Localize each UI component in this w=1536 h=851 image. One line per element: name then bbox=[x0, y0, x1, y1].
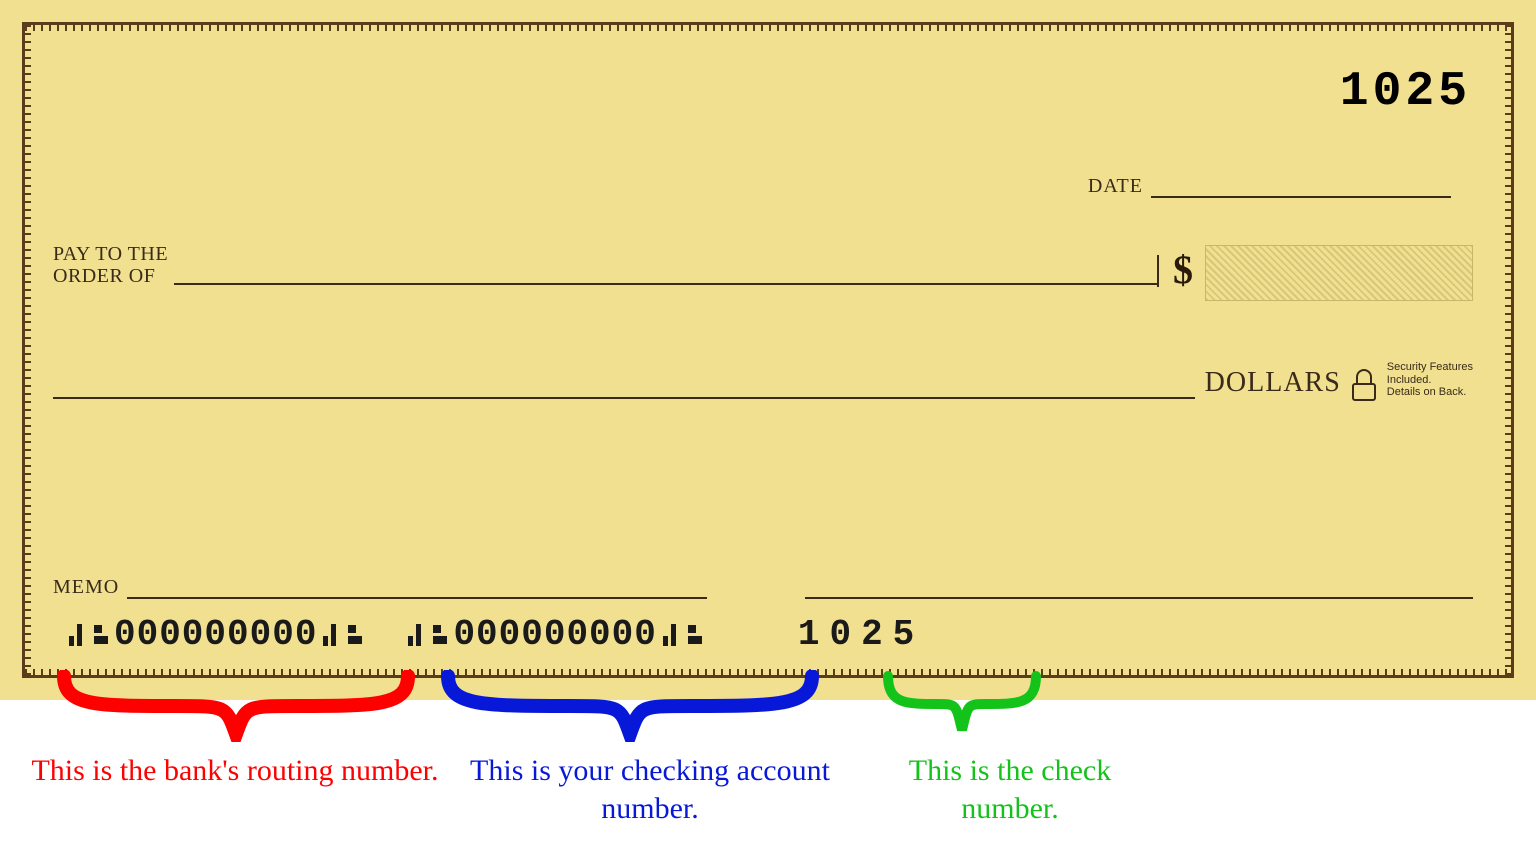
micr-account-digits: 000000000 bbox=[453, 614, 656, 655]
checknum-brace bbox=[882, 670, 1042, 742]
routing-caption: This is the bank's routing number. bbox=[30, 752, 440, 790]
micr-account: 000000000 bbox=[402, 614, 707, 655]
micr-routing-digits: 000000000 bbox=[114, 614, 317, 655]
payee-line bbox=[174, 283, 1157, 285]
account-caption: This is your checking account number. bbox=[450, 752, 850, 827]
checknum-caption: This is the check number. bbox=[870, 752, 1150, 827]
date-line bbox=[1151, 196, 1451, 198]
date-field: DATE bbox=[1088, 175, 1451, 198]
memo-row: MEMO bbox=[53, 576, 1473, 599]
payee-line-end bbox=[1157, 255, 1159, 287]
check-document: 1025 DATE PAY TO THE ORDER OF $ DOLLARS … bbox=[0, 0, 1536, 700]
account-brace bbox=[440, 670, 820, 742]
micr-routing: 000000000 bbox=[63, 614, 368, 655]
dollars-label: DOLLARS bbox=[1205, 367, 1341, 399]
lock-icon bbox=[1351, 369, 1377, 401]
micr-line: 000000000 000000000 1025 bbox=[63, 614, 924, 655]
security-features-text: Security Features Included. Details on B… bbox=[1387, 361, 1473, 399]
check-number-top: 1025 bbox=[1340, 65, 1471, 119]
pay-to-row: PAY TO THE ORDER OF $ bbox=[53, 243, 1473, 287]
micr-check-number: 1025 bbox=[798, 614, 924, 655]
date-label: DATE bbox=[1088, 175, 1143, 198]
dollar-sign: $ bbox=[1173, 246, 1193, 293]
routing-brace bbox=[56, 670, 416, 742]
memo-line bbox=[127, 597, 707, 599]
memo-label: MEMO bbox=[53, 576, 119, 599]
dollars-text-line bbox=[53, 397, 1195, 399]
amount-box bbox=[1205, 245, 1473, 301]
signature-line bbox=[805, 597, 1473, 599]
pay-to-label: PAY TO THE ORDER OF bbox=[53, 243, 168, 287]
check-border: 1025 DATE PAY TO THE ORDER OF $ DOLLARS … bbox=[22, 22, 1514, 678]
dollars-row: DOLLARS Security Features Included. Deta… bbox=[53, 361, 1473, 399]
